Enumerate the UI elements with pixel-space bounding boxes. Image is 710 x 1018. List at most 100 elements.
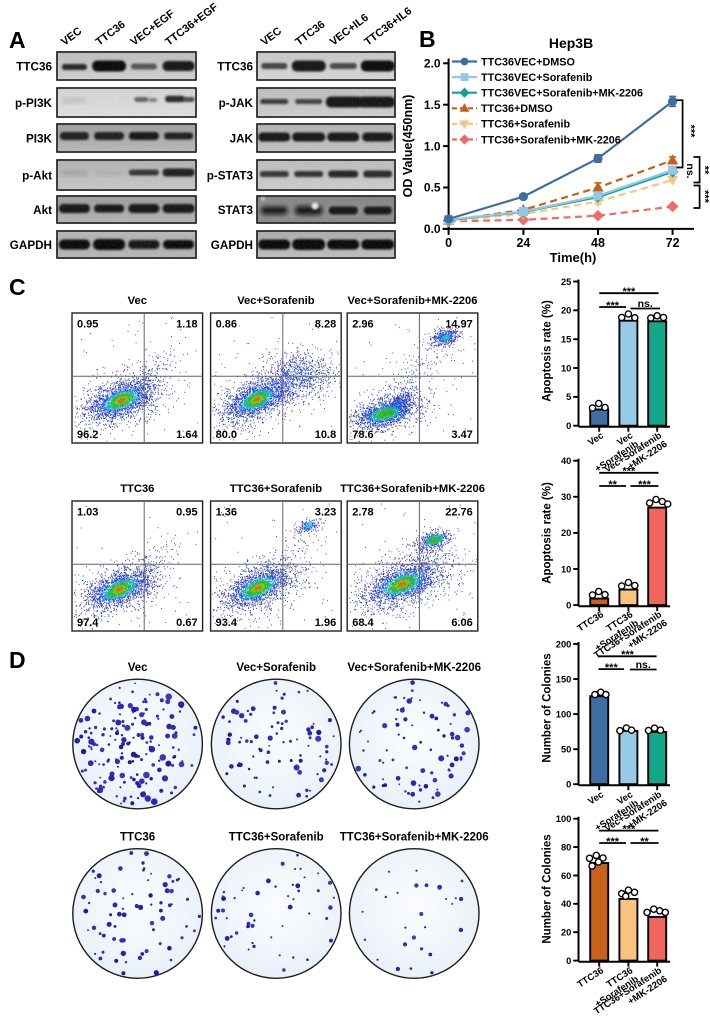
svg-text:0: 0 bbox=[566, 421, 571, 431]
svg-text:0.95: 0.95 bbox=[176, 507, 197, 519]
svg-text:22.76: 22.76 bbox=[445, 507, 473, 519]
svg-text:40: 40 bbox=[561, 456, 571, 466]
svg-text:PI3K: PI3K bbox=[26, 132, 53, 145]
svg-text:Vec+Sorafenib: Vec+Sorafenib bbox=[237, 295, 315, 307]
svg-text:Number of Colonies: Number of Colonies bbox=[542, 653, 554, 762]
svg-text:***: *** bbox=[685, 125, 697, 139]
svg-text:25: 25 bbox=[561, 277, 571, 287]
svg-text:3.23: 3.23 bbox=[315, 507, 336, 519]
svg-text:20: 20 bbox=[561, 306, 571, 316]
svg-text:TTC36VEC+DMSO: TTC36VEC+DMSO bbox=[481, 56, 575, 68]
svg-text:Apoptosis rate (%): Apoptosis rate (%) bbox=[542, 482, 554, 584]
svg-text:***: *** bbox=[605, 662, 619, 674]
svg-text:***: *** bbox=[622, 823, 636, 835]
svg-text:TTC36+Sorafenib: TTC36+Sorafenib bbox=[481, 119, 571, 131]
svg-text:STAT3: STAT3 bbox=[218, 204, 254, 217]
svg-text:80: 80 bbox=[561, 842, 571, 852]
svg-text:1.18: 1.18 bbox=[176, 319, 197, 331]
svg-text:Vec: Vec bbox=[128, 662, 148, 674]
svg-text:**: ** bbox=[699, 166, 710, 175]
svg-text:TTC36VEC+Sorafenib+MK-2206: TTC36VEC+Sorafenib+MK-2206 bbox=[481, 88, 643, 100]
svg-text:TTC36+DMSO: TTC36+DMSO bbox=[481, 103, 553, 115]
svg-text:***: *** bbox=[622, 466, 636, 478]
svg-text:72: 72 bbox=[666, 236, 680, 250]
svg-text:8.28: 8.28 bbox=[315, 319, 336, 331]
svg-text:TTC36: TTC36 bbox=[120, 483, 154, 495]
svg-text:0.0: 0.0 bbox=[424, 222, 441, 236]
svg-text:40: 40 bbox=[561, 899, 571, 909]
svg-text:78.6: 78.6 bbox=[352, 429, 373, 441]
svg-text:JAK: JAK bbox=[230, 132, 254, 145]
svg-text:TTC36: TTC36 bbox=[16, 60, 52, 73]
svg-text:1.0: 1.0 bbox=[424, 139, 441, 153]
svg-text:p-JAK: p-JAK bbox=[219, 97, 254, 110]
svg-text:48: 48 bbox=[591, 236, 605, 250]
svg-text:24: 24 bbox=[516, 236, 530, 250]
svg-text:93.4: 93.4 bbox=[216, 617, 238, 629]
svg-text:ns.: ns. bbox=[638, 298, 653, 310]
svg-text:Akt: Akt bbox=[33, 204, 52, 217]
svg-text:GAPDH: GAPDH bbox=[10, 239, 52, 252]
svg-text:TTC36+Sorafenib: TTC36+Sorafenib bbox=[229, 832, 324, 844]
svg-text:2.0: 2.0 bbox=[424, 57, 441, 71]
svg-text:200: 200 bbox=[556, 639, 572, 649]
svg-text:B: B bbox=[419, 26, 436, 52]
svg-text:150: 150 bbox=[556, 674, 572, 684]
svg-text:C: C bbox=[9, 274, 26, 300]
svg-text:1.5: 1.5 bbox=[424, 98, 441, 112]
svg-text:Vec+Sorafenib+MK-2206: Vec+Sorafenib+MK-2206 bbox=[347, 662, 481, 674]
svg-text:p-STAT3: p-STAT3 bbox=[207, 169, 254, 182]
svg-text:100: 100 bbox=[556, 709, 572, 719]
svg-text:60: 60 bbox=[561, 871, 571, 881]
svg-text:Apoptosis rate (%): Apoptosis rate (%) bbox=[542, 300, 554, 402]
svg-text:80.0: 80.0 bbox=[216, 429, 237, 441]
svg-text:D: D bbox=[9, 647, 26, 673]
svg-text:ns.: ns. bbox=[684, 163, 696, 178]
svg-text:***: *** bbox=[621, 649, 635, 661]
svg-text:Hep3B: Hep3B bbox=[549, 35, 593, 51]
svg-text:***: *** bbox=[622, 286, 636, 298]
svg-text:OD Value(450nm): OD Value(450nm) bbox=[401, 95, 415, 198]
svg-text:***: *** bbox=[638, 479, 652, 491]
svg-text:TTC36: TTC36 bbox=[217, 60, 253, 73]
svg-text:TTC36+Sorafenib+MK-2206: TTC36+Sorafenib+MK-2206 bbox=[481, 134, 621, 146]
svg-text:***: *** bbox=[699, 190, 710, 204]
svg-text:100: 100 bbox=[556, 814, 572, 824]
svg-text:Vec+Sorafenib+MK-2206: Vec+Sorafenib+MK-2206 bbox=[348, 295, 478, 307]
svg-text:Vec+Sorafenib: Vec+Sorafenib bbox=[236, 662, 316, 674]
svg-text:Number of Colonies: Number of Colonies bbox=[542, 834, 554, 943]
svg-text:p-PI3K: p-PI3K bbox=[15, 97, 53, 110]
svg-text:96.2: 96.2 bbox=[77, 429, 98, 441]
svg-text:TTC36: TTC36 bbox=[120, 832, 155, 844]
svg-text:15: 15 bbox=[561, 335, 571, 345]
svg-text:**: ** bbox=[640, 836, 649, 848]
svg-text:3.47: 3.47 bbox=[451, 429, 472, 441]
svg-text:Vec: Vec bbox=[128, 295, 147, 307]
svg-text:0: 0 bbox=[566, 600, 571, 610]
svg-text:0: 0 bbox=[566, 780, 571, 790]
svg-text:1.36: 1.36 bbox=[216, 507, 237, 519]
svg-text:14.97: 14.97 bbox=[445, 319, 473, 331]
svg-text:1.03: 1.03 bbox=[77, 507, 98, 519]
svg-text:TTC36+Sorafenib+MK-2206: TTC36+Sorafenib+MK-2206 bbox=[340, 483, 485, 495]
svg-text:20: 20 bbox=[561, 528, 571, 538]
svg-text:30: 30 bbox=[561, 492, 571, 502]
svg-text:0.95: 0.95 bbox=[77, 319, 98, 331]
svg-text:ns.: ns. bbox=[636, 659, 651, 671]
svg-text:**: ** bbox=[608, 479, 617, 491]
svg-text:2.78: 2.78 bbox=[352, 507, 373, 519]
svg-text:50: 50 bbox=[561, 745, 571, 755]
svg-text:5: 5 bbox=[566, 392, 571, 402]
svg-text:97.4: 97.4 bbox=[77, 617, 99, 629]
svg-text:20: 20 bbox=[561, 928, 571, 938]
svg-text:0.67: 0.67 bbox=[176, 617, 197, 629]
svg-text:1.64: 1.64 bbox=[176, 429, 198, 441]
svg-text:TTC36VEC+Sorafenib: TTC36VEC+Sorafenib bbox=[481, 72, 593, 84]
svg-text:TTC36+Sorafenib: TTC36+Sorafenib bbox=[230, 483, 322, 495]
svg-text:0.5: 0.5 bbox=[424, 181, 441, 195]
svg-text:TTC36+Sorafenib+MK-2206: TTC36+Sorafenib+MK-2206 bbox=[340, 832, 489, 844]
svg-text:68.4: 68.4 bbox=[352, 617, 374, 629]
svg-text:6.06: 6.06 bbox=[451, 617, 472, 629]
svg-text:2.96: 2.96 bbox=[352, 319, 373, 331]
svg-text:0: 0 bbox=[566, 956, 571, 966]
